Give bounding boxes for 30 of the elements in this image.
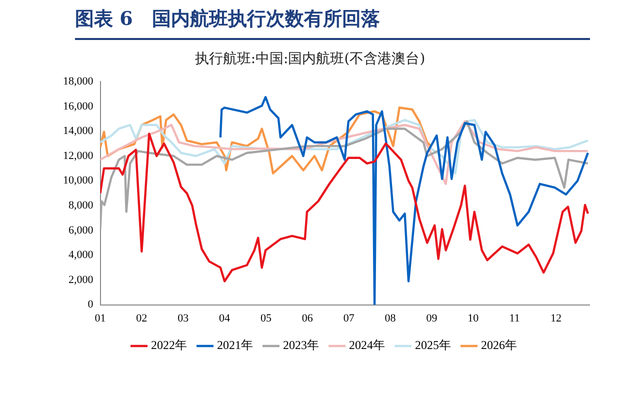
y-tick-label: 10,000 xyxy=(63,174,94,187)
y-tick-label: 12,000 xyxy=(63,150,94,162)
y-tick-label: 14,000 xyxy=(63,125,94,138)
x-tick-label: 06 xyxy=(302,312,314,324)
x-tick-label: 12 xyxy=(550,312,562,324)
x-tick-label: 11 xyxy=(509,312,520,324)
legend-label: 2023年 xyxy=(283,338,319,352)
x-tick-label: 10 xyxy=(468,312,480,324)
chart-title: 图表 6 国内航班执行次数有所回落 xyxy=(75,6,590,40)
x-tick-label: 05 xyxy=(260,312,272,324)
legend-label: 2024年 xyxy=(349,338,385,352)
y-tick-label: 18,000 xyxy=(63,75,94,88)
y-tick-label: 8,000 xyxy=(68,199,94,212)
legend-label: 2025年 xyxy=(415,338,451,352)
y-tick-label: 6,000 xyxy=(68,224,94,236)
x-tick-label: 09 xyxy=(426,312,438,324)
legend-label: 2021年 xyxy=(217,338,253,352)
chart-subtitle: 执行航班:中国:国内航班(不含港澳台) xyxy=(194,50,426,68)
y-tick-label: 4,000 xyxy=(68,249,94,262)
x-tick-label: 08 xyxy=(384,312,396,324)
y-tick-label: 0 xyxy=(88,298,94,311)
x-tick-label: 04 xyxy=(219,312,231,324)
x-tick-label: 03 xyxy=(178,312,190,324)
legend-label: 2022年 xyxy=(151,338,187,352)
y-tick-label: 16,000 xyxy=(63,100,94,112)
x-tick-label: 07 xyxy=(343,312,355,324)
x-tick-label: 02 xyxy=(136,312,148,324)
y-tick-label: 2,000 xyxy=(68,274,94,286)
x-tick-label: 01 xyxy=(94,312,106,324)
legend-label: 2026年 xyxy=(481,338,517,352)
